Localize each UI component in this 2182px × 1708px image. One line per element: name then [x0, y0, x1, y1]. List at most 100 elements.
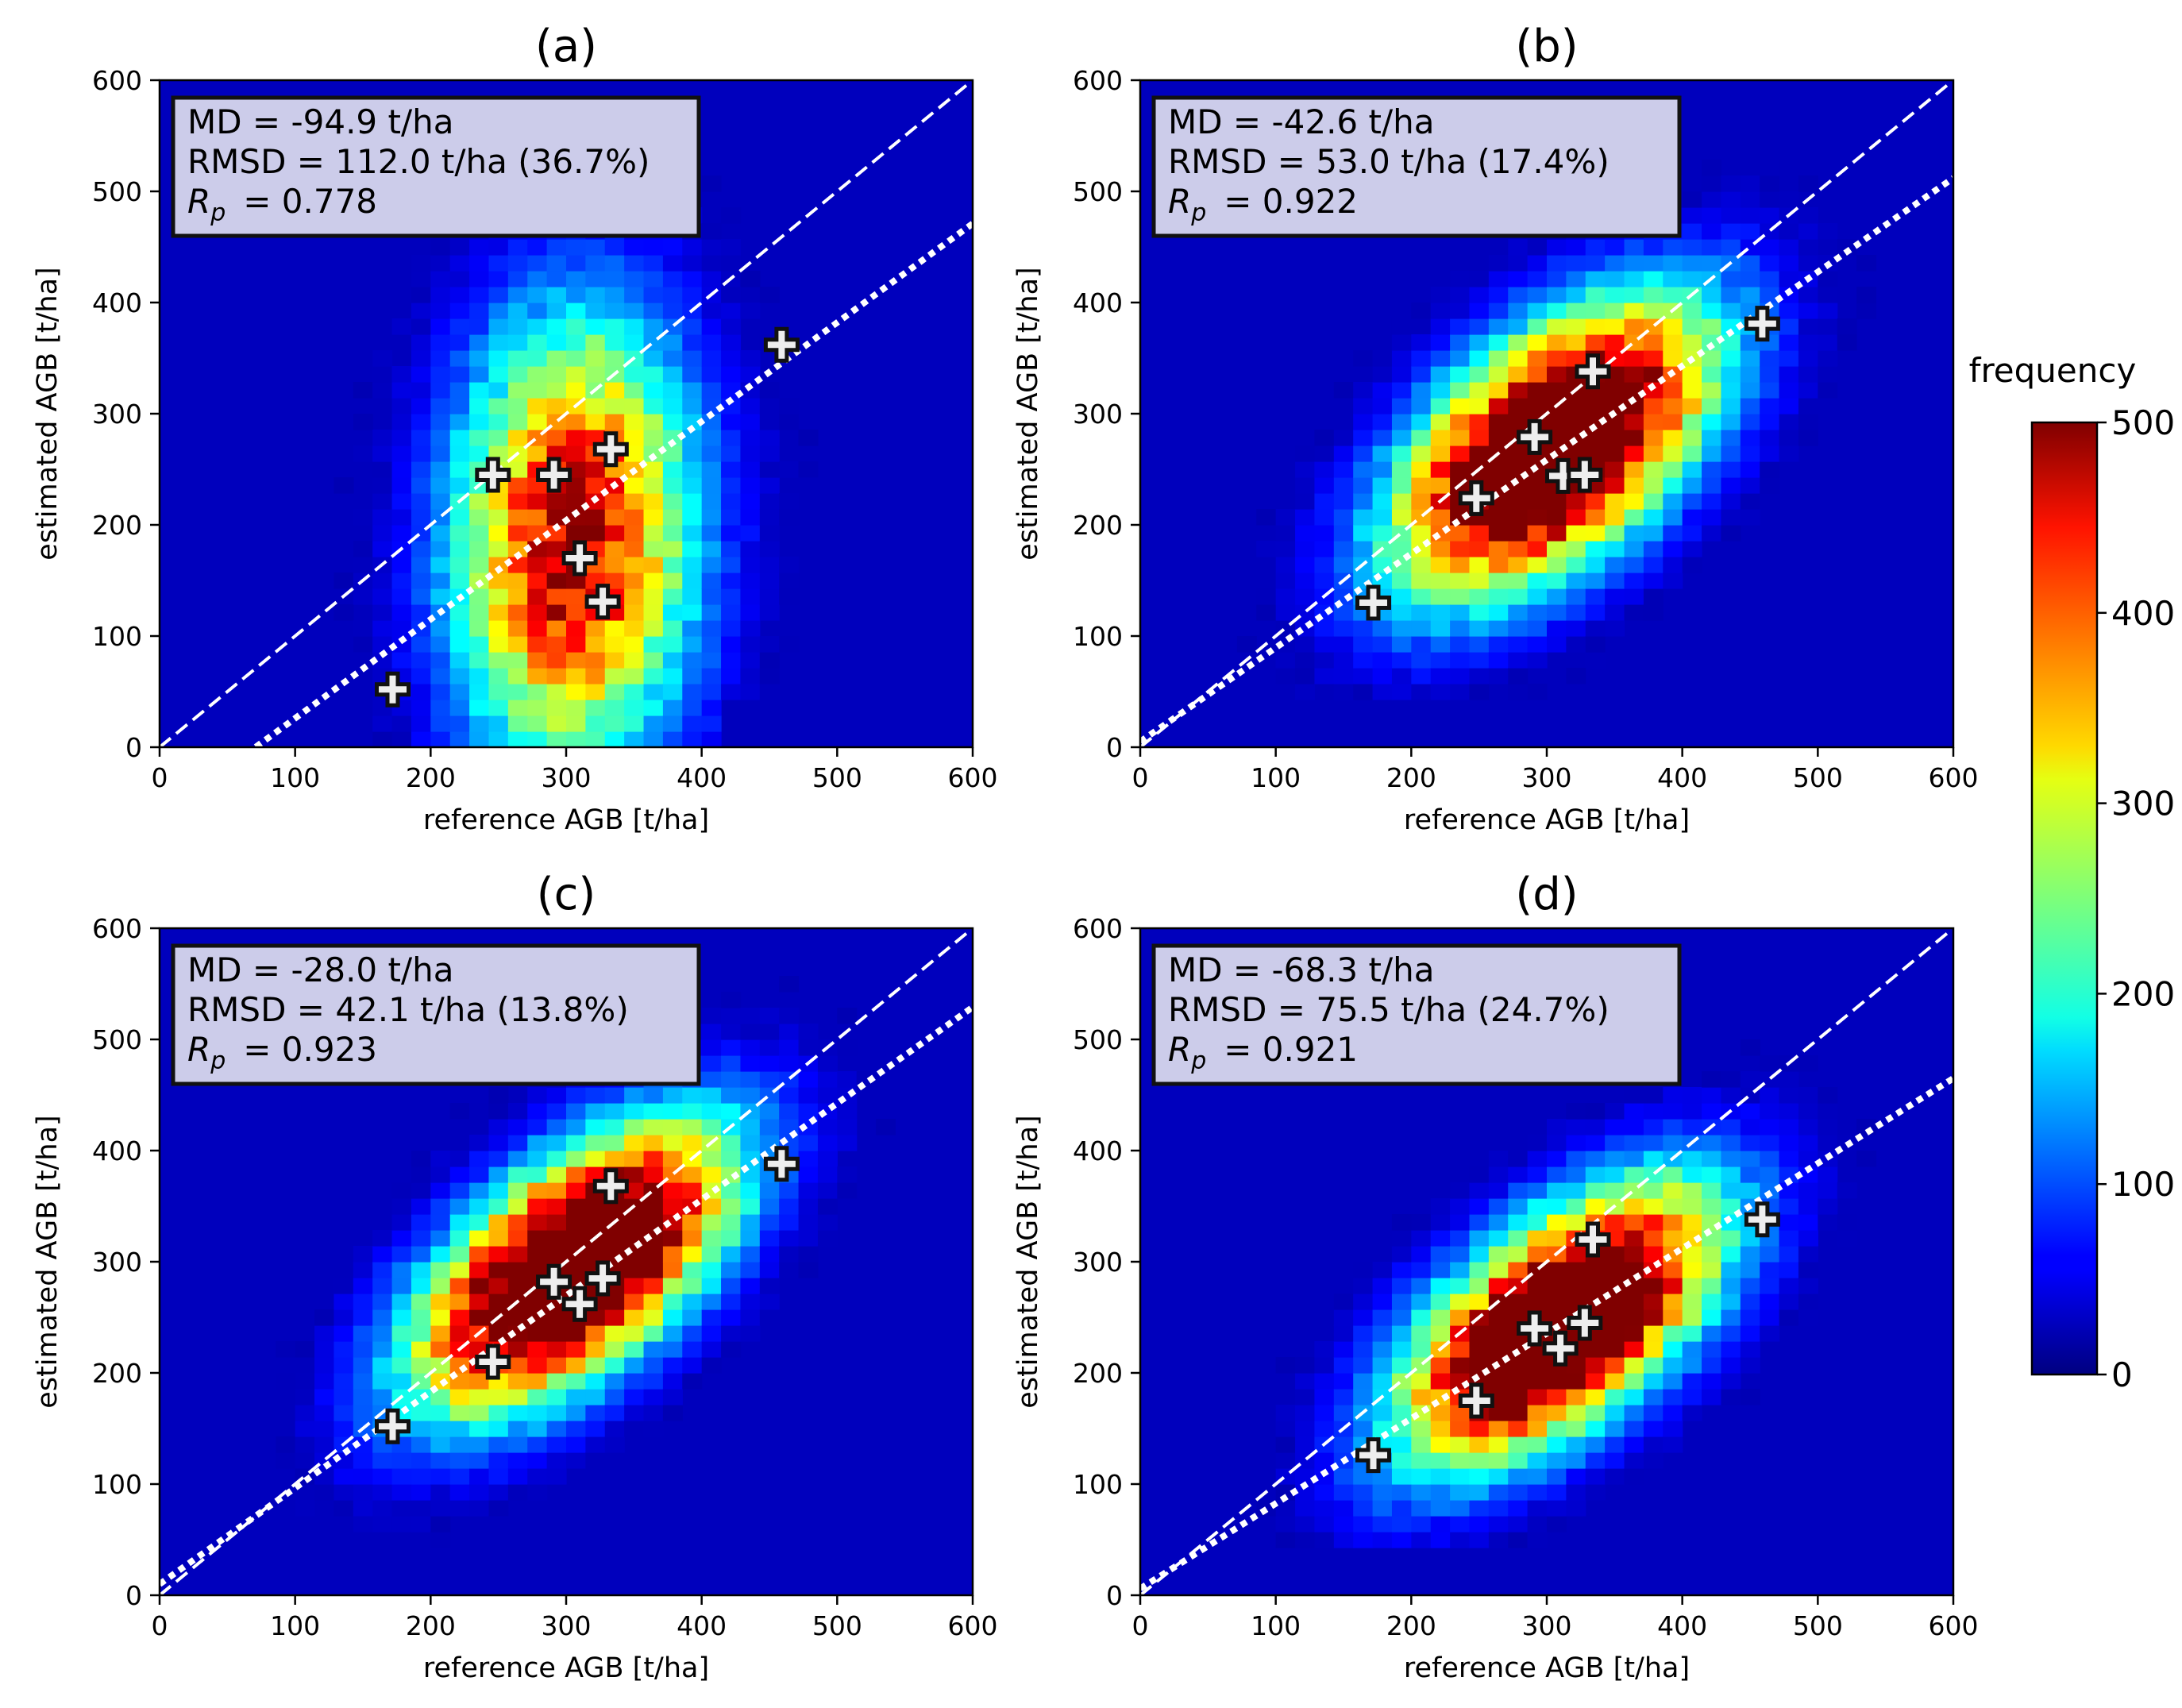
- heatmap-cell: [1411, 414, 1432, 430]
- heatmap-cell: [662, 604, 683, 621]
- heatmap-cell: [1585, 573, 1606, 589]
- heatmap-cell: [1469, 1484, 1490, 1501]
- heatmap-cell: [759, 588, 780, 605]
- heatmap-cell: [701, 1294, 722, 1310]
- heatmap-cell: [585, 1373, 606, 1390]
- heatmap-cell: [662, 557, 683, 573]
- heatmap-cell: [1760, 1309, 1780, 1326]
- heatmap-cell: [1702, 461, 1722, 478]
- heatmap-cell: [1585, 255, 1606, 272]
- heatmap-cell: [701, 604, 722, 621]
- heatmap-cell: [1779, 1103, 1799, 1120]
- heatmap-cell: [721, 1103, 742, 1120]
- heatmap-cell: [643, 366, 664, 383]
- heatmap-cell: [430, 366, 451, 383]
- heatmap-cell: [411, 1436, 431, 1453]
- heatmap-cell: [1624, 541, 1644, 557]
- heatmap-cell: [817, 1071, 838, 1088]
- heatmap-cell: [1760, 1087, 1780, 1104]
- heatmap-cell: [740, 1119, 761, 1135]
- heatmap-cell: [546, 493, 567, 510]
- heatmap-cell: [604, 557, 625, 573]
- heatmap-cell: [740, 366, 761, 383]
- heatmap-cell: [353, 1246, 373, 1263]
- heatmap-cell: [1663, 461, 1683, 478]
- heatmap-cell: [1663, 1389, 1683, 1405]
- heatmap-cell: [372, 1357, 393, 1374]
- heatmap-cell: [527, 1214, 548, 1231]
- heatmap-cell: [1624, 287, 1644, 303]
- heatmap-cell: [1663, 414, 1683, 430]
- heatmap-cell: [430, 541, 451, 557]
- heatmap-cell: [1779, 1246, 1799, 1263]
- heatmap-cell: [1450, 1246, 1471, 1263]
- heatmap-cell: [1663, 398, 1683, 414]
- heatmap-cell: [566, 1087, 586, 1104]
- heatmap-cell: [372, 493, 393, 510]
- heatmap-cell: [662, 334, 683, 351]
- heatmap-cell: [1624, 445, 1644, 462]
- heatmap-cell: [411, 588, 431, 605]
- heatmap-cell: [507, 1389, 528, 1405]
- heatmap-cell: [411, 334, 431, 351]
- heatmap-cell: [430, 1214, 451, 1231]
- heatmap-cell: [1488, 604, 1509, 621]
- heatmap-cell: [1702, 525, 1722, 542]
- heatmap-cell: [1721, 223, 1741, 240]
- heatmap-cell: [1527, 318, 1548, 335]
- heatmap-cell: [1469, 414, 1490, 430]
- heatmap-cell: [585, 271, 606, 287]
- heatmap-cell: [779, 573, 800, 589]
- heatmap-cell: [469, 239, 490, 256]
- heatmap-cell: [469, 1166, 490, 1183]
- heatmap-cell: [1721, 239, 1741, 256]
- x-tick-label: 0: [152, 762, 168, 793]
- y-tick-label: 400: [92, 287, 142, 318]
- heatmap-cell: [1372, 1516, 1393, 1533]
- heatmap-cell: [1818, 1135, 1838, 1151]
- heatmap-cell: [546, 1135, 567, 1151]
- heatmap-cell: [701, 620, 722, 637]
- heatmap-cell: [585, 461, 606, 478]
- heatmap-cell: [1391, 652, 1412, 669]
- heatmap-cell: [1585, 588, 1606, 605]
- heatmap-cell: [721, 1135, 742, 1151]
- heatmap-cell: [817, 1151, 838, 1167]
- heatmap-cell: [546, 1325, 567, 1342]
- heatmap-cell: [546, 430, 567, 446]
- heatmap-cell: [566, 350, 586, 367]
- heatmap-cell: [798, 1198, 819, 1215]
- heatmap-cell: [1643, 398, 1663, 414]
- heatmap-cell: [527, 1135, 548, 1151]
- heatmap-cell: [1411, 1246, 1432, 1263]
- heatmap-cell: [1585, 1468, 1606, 1485]
- heatmap-cell: [1527, 239, 1548, 256]
- heatmap-cell: [1760, 1325, 1780, 1342]
- heatmap-cell: [1430, 1214, 1451, 1231]
- heatmap-cell: [1353, 493, 1374, 510]
- stat-rp: Rp = 0.923: [187, 1030, 377, 1075]
- heatmap-cell: [469, 636, 490, 653]
- heatmap-cell: [430, 588, 451, 605]
- heatmap-cell: [740, 1325, 761, 1342]
- heatmap-cell: [372, 652, 393, 669]
- heatmap-cell: [1624, 1151, 1644, 1167]
- heatmap-cell: [759, 509, 780, 526]
- heatmap-cell: [1527, 1182, 1548, 1199]
- heatmap-cell: [1740, 1039, 1760, 1056]
- heatmap-cell: [1721, 382, 1741, 399]
- heatmap-cell: [585, 255, 606, 272]
- heatmap-cell: [1469, 318, 1490, 335]
- heatmap-cell: [779, 976, 800, 993]
- heatmap-cell: [1585, 1373, 1606, 1390]
- heatmap-cell: [488, 366, 509, 383]
- heatmap-cell: [1585, 620, 1606, 637]
- x-tick-label: 500: [1793, 1610, 1843, 1641]
- heatmap-cell: [1488, 652, 1509, 669]
- heatmap-cell: [353, 541, 373, 557]
- heatmap-cell: [353, 1405, 373, 1421]
- heatmap-cell: [1566, 1262, 1586, 1278]
- heatmap-cell: [430, 1262, 451, 1278]
- heatmap-cell: [1391, 604, 1412, 621]
